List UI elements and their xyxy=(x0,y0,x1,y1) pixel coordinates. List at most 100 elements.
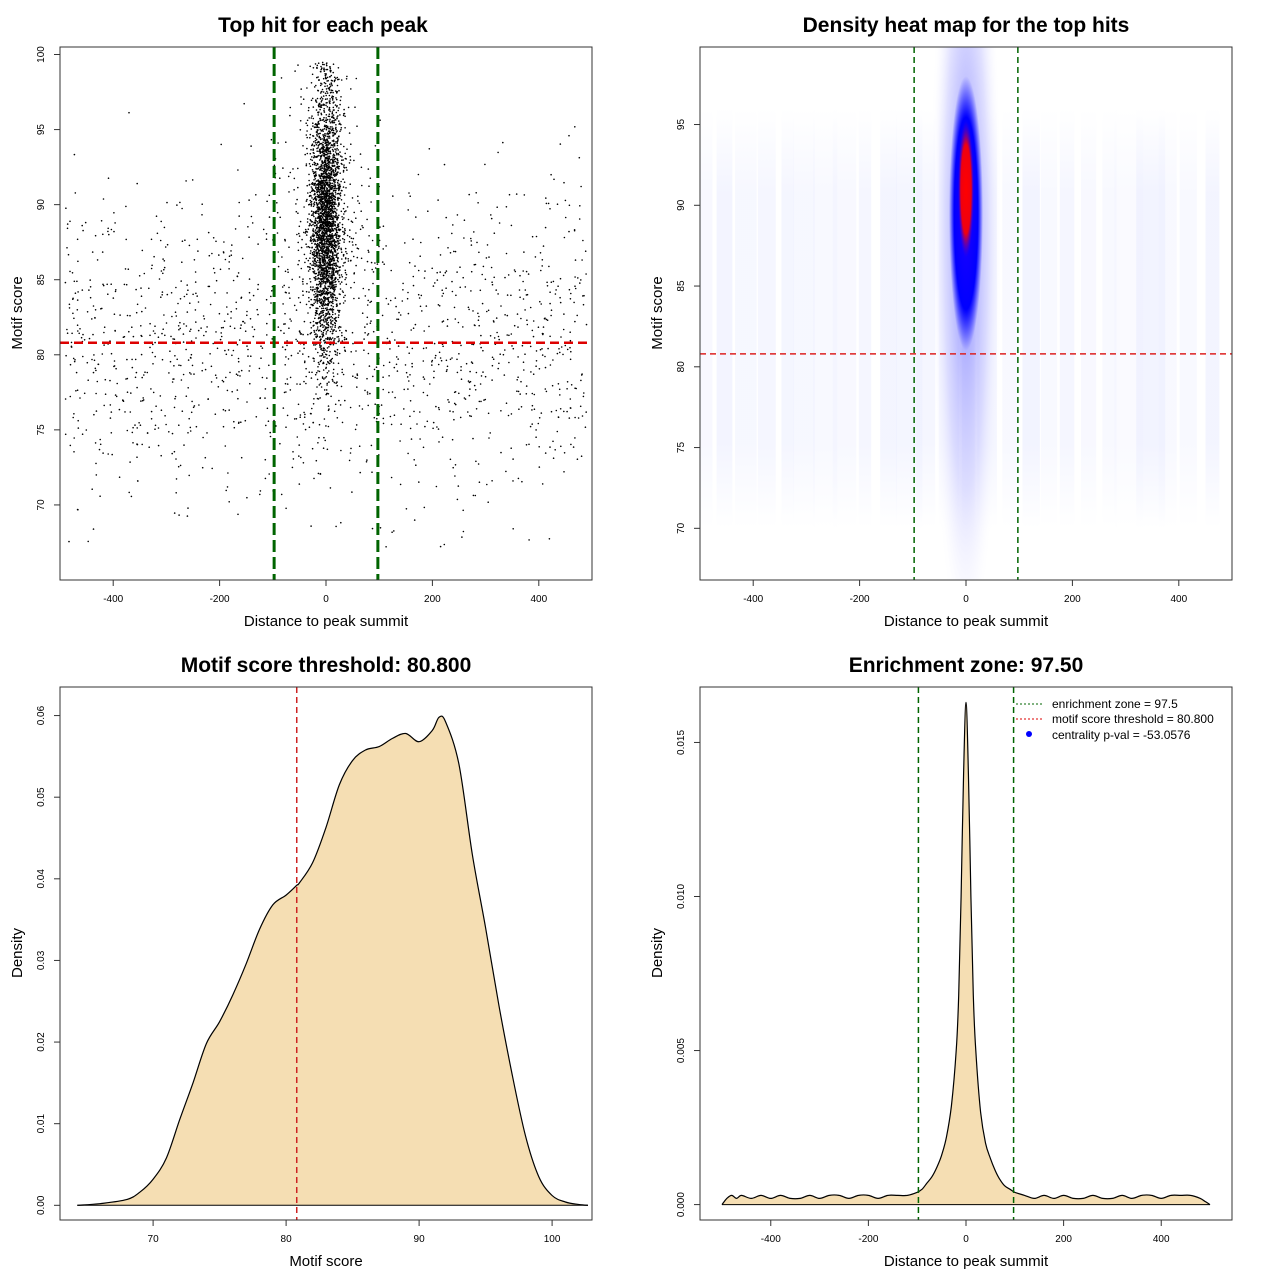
scatter-point xyxy=(559,394,561,396)
scatter-point xyxy=(331,84,333,87)
scatter-point xyxy=(312,148,315,150)
scatter-point xyxy=(329,261,331,264)
scatter-point xyxy=(191,179,194,181)
scatter-point xyxy=(337,327,340,329)
scatter-point xyxy=(319,382,322,385)
scatter-point xyxy=(305,290,308,293)
scatter-point xyxy=(324,245,326,247)
scatter-point xyxy=(329,100,331,102)
scatter-point xyxy=(225,376,227,379)
scatter-point xyxy=(324,98,327,100)
scatter-point xyxy=(313,126,316,129)
scatter-point xyxy=(508,193,511,196)
scatter-point xyxy=(441,289,444,292)
scatter-point xyxy=(320,283,322,286)
scatter-point xyxy=(303,347,305,350)
scatter-point xyxy=(362,226,364,229)
scatter-point xyxy=(323,436,325,439)
scatter-point xyxy=(210,381,213,383)
scatter-point xyxy=(327,274,330,277)
score-density-panel: Motif score threshold: 80.800 70 80 90 100 … xyxy=(9,654,593,1270)
scatter-point xyxy=(334,148,336,150)
heatmap-y-label: Motif score xyxy=(649,276,666,349)
scatter-point xyxy=(318,105,320,108)
scatter-point xyxy=(314,139,317,142)
scatter-point xyxy=(313,144,316,147)
scatter-point xyxy=(297,186,299,189)
scatter-point xyxy=(474,494,477,497)
scatter-point xyxy=(399,440,401,442)
scatter-point xyxy=(330,229,332,232)
scatter-point xyxy=(309,199,312,202)
scatter-point xyxy=(440,359,443,362)
scatter-point xyxy=(317,210,320,213)
scatter-point xyxy=(332,323,334,326)
scatter-point xyxy=(441,436,444,439)
scatter-point xyxy=(327,291,330,294)
scatter-point xyxy=(109,417,112,419)
scatter-point xyxy=(325,114,328,116)
scatter-point xyxy=(331,255,333,258)
scatter-point xyxy=(334,118,337,121)
scatter-point xyxy=(517,376,519,379)
scatter-point xyxy=(459,416,462,419)
scatter-point xyxy=(313,162,316,164)
scatter-point xyxy=(323,128,326,130)
scatter-point xyxy=(188,474,190,477)
heatmap-background-density xyxy=(781,108,794,529)
scatter-point xyxy=(323,288,325,291)
scatter-point xyxy=(308,203,311,206)
scatter-point xyxy=(131,366,134,369)
scatter-point xyxy=(336,173,338,175)
scatter-point xyxy=(409,195,412,197)
scatter-point xyxy=(336,348,339,351)
scatter-point xyxy=(333,247,336,250)
scatter-point xyxy=(149,346,151,349)
scatter-point xyxy=(327,130,330,132)
scatter-panel: Top hit for each peak -400 -200 0 200 400 70… xyxy=(9,14,593,630)
scatter-point xyxy=(322,331,325,334)
scatter-point xyxy=(397,345,400,347)
scatter-point xyxy=(405,508,408,510)
scatter-point xyxy=(318,123,320,125)
scatter-point xyxy=(298,232,300,235)
scatter-point xyxy=(531,423,533,425)
scatter-point xyxy=(310,377,313,379)
scatter-point xyxy=(175,286,177,289)
scatter-point xyxy=(317,293,319,296)
scatter-point xyxy=(337,237,340,240)
scatter-point xyxy=(453,250,455,253)
scatter-point xyxy=(337,167,339,170)
scatter-point xyxy=(173,338,176,341)
scatter-reference-lines xyxy=(60,47,592,580)
scatter-point xyxy=(353,272,356,274)
scatter-point xyxy=(371,239,374,242)
scatter-point xyxy=(324,135,327,137)
scatter-point xyxy=(433,370,435,373)
scatter-point xyxy=(299,301,302,304)
scatter-point xyxy=(302,333,304,336)
scatter-point xyxy=(320,348,322,351)
scatter-point xyxy=(126,391,129,394)
scatter-point xyxy=(318,234,320,236)
scatter-point xyxy=(327,218,329,220)
scatter-point xyxy=(339,235,341,237)
scatter-point xyxy=(323,165,326,168)
scatter-point xyxy=(107,227,109,230)
scatter-point xyxy=(333,144,336,146)
scatter-point xyxy=(325,121,328,124)
scatter-point xyxy=(76,238,79,241)
scatter-point xyxy=(161,332,163,335)
scatter-point xyxy=(324,318,327,320)
scatter-point xyxy=(366,323,368,325)
scatter-point xyxy=(321,144,324,146)
scatter-point xyxy=(313,298,316,301)
scatter-point xyxy=(127,268,130,271)
scatter-point xyxy=(312,106,315,108)
scatter-point xyxy=(325,200,327,203)
scatter-point xyxy=(285,391,287,393)
scatter-point xyxy=(243,102,245,105)
scatter-point xyxy=(320,273,322,276)
scatter-point xyxy=(351,491,353,493)
scatter-point xyxy=(332,95,335,98)
